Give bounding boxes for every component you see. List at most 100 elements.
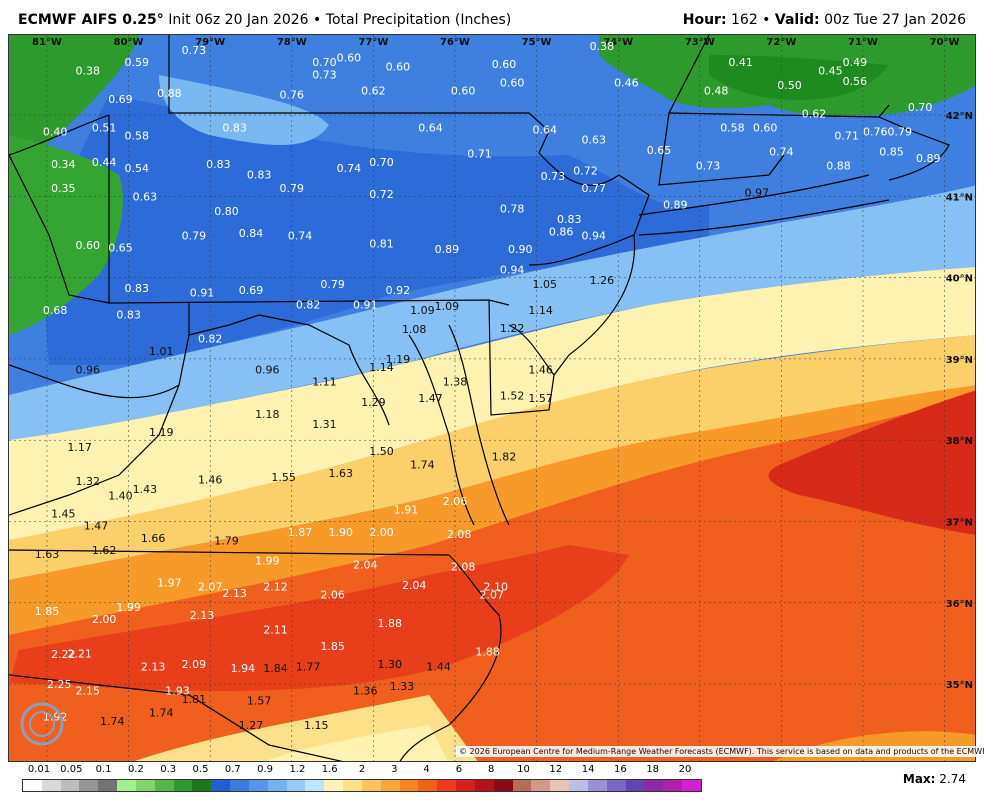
legend-swatch — [154, 780, 174, 791]
longitude-label: 73°W — [685, 37, 715, 48]
legend-swatch — [324, 780, 344, 791]
precip-value: 1.79 — [214, 534, 239, 547]
precip-value: 0.79 — [320, 278, 345, 291]
legend-label: 18 — [646, 764, 660, 775]
precip-value: 0.64 — [533, 124, 558, 137]
precip-value: 1.57 — [528, 392, 553, 405]
precip-value: 1.97 — [157, 577, 182, 590]
precip-value: 0.82 — [198, 333, 223, 346]
precip-value: 1.74 — [100, 715, 125, 728]
precip-value: 0.56 — [843, 75, 868, 88]
maryland-wv-boundary — [188, 303, 390, 426]
precip-value: 0.79 — [887, 125, 912, 138]
precip-value: 1.77 — [296, 660, 321, 673]
precip-value: 2.13 — [190, 609, 215, 622]
precip-value: 0.45 — [818, 64, 843, 77]
precip-value: 1.94 — [231, 662, 256, 675]
precip-value: 0.70 — [908, 101, 933, 114]
precip-value: 0.77 — [581, 182, 606, 195]
precip-value: 0.62 — [802, 107, 827, 120]
legend-swatch — [305, 780, 325, 791]
ny-pa-boundary — [168, 35, 650, 236]
precip-band-light-blue — [9, 185, 975, 440]
precip-value: 1.47 — [84, 520, 109, 533]
longitude-label: 72°W — [766, 37, 796, 48]
precip-value: 0.86 — [549, 225, 574, 238]
map-canvas: 81°W 80°W 79°W 78°W 77°W 76°W 75°W 74°W 73°W 72°W… — [9, 35, 975, 761]
legend-swatch — [474, 780, 494, 791]
precip-value: 0.65 — [647, 144, 672, 157]
precip-value: 0.73 — [541, 170, 566, 183]
legend-label: 1.6 — [321, 764, 338, 775]
precip-value: 0.63 — [133, 190, 158, 203]
precip-value: 0.81 — [369, 238, 394, 251]
legend-label: 16 — [614, 764, 627, 775]
forecast-time: Hour: 162 • Valid: 00z Tue 27 Jan 2026 — [683, 12, 966, 28]
precip-value: 0.94 — [500, 264, 525, 277]
va-nc-boundary — [9, 549, 450, 556]
precip-value: 2.15 — [76, 685, 101, 698]
precip-value: 1.87 — [288, 526, 313, 539]
hour-label: Hour: — [682, 12, 727, 28]
precip-value: 1.66 — [141, 532, 166, 545]
map-header: ECMWF AIFS 0.25° Init 06z 20 Jan 2026 • … — [0, 0, 984, 34]
legend-swatch — [267, 780, 287, 791]
legend-labels: 0.01 0.05 0.1 0.2 0.3 0.5 0.7 0.9 1.2 1.6 2 3 4 6 8 10 1… — [22, 764, 702, 778]
precip-value: 1.32 — [76, 475, 101, 488]
legend-color-bar — [22, 779, 702, 792]
precip-value: 0.50 — [777, 79, 802, 92]
legend-swatch — [456, 780, 475, 791]
precip-value: 0.72 — [369, 188, 394, 201]
legend-swatch — [79, 780, 99, 791]
new-jersey-outline — [528, 234, 636, 376]
precip-value: 0.94 — [581, 229, 606, 242]
legend-swatch — [230, 780, 249, 791]
precip-value: 2.25 — [47, 678, 72, 691]
legend-swatch — [41, 780, 61, 791]
legend-label: 0.3 — [160, 764, 177, 775]
precip-value: 0.74 — [769, 146, 794, 159]
wv-north — [9, 334, 190, 399]
precip-value: 0.46 — [614, 77, 639, 90]
precip-band-green-nw — [9, 35, 139, 165]
precip-value: 1.46 — [528, 364, 553, 377]
precip-value: 2.07 — [198, 581, 223, 594]
precip-value: 0.68 — [43, 304, 68, 317]
product-name: Total Precipitation (Inches) — [325, 12, 512, 28]
precip-value: 1.88 — [377, 617, 402, 630]
legend-label: 3 — [391, 764, 398, 775]
precip-band-dark-red — [768, 390, 975, 535]
precip-value: 1.08 — [402, 323, 427, 336]
precip-value: 0.83 — [125, 282, 150, 295]
precip-value: 1.63 — [35, 548, 60, 561]
precip-value: 2.06 — [443, 495, 468, 508]
precip-value: 1.46 — [198, 473, 223, 486]
precip-value: 1.38 — [443, 376, 468, 389]
precip-value: 1.17 — [67, 441, 92, 454]
max-value: Max: 2.74 — [903, 772, 966, 786]
pa-south-boundary — [108, 115, 510, 306]
precip-value: 0.62 — [361, 85, 386, 98]
legend-swatch — [173, 780, 193, 791]
precip-value: 0.35 — [51, 182, 76, 195]
precip-value: 2.10 — [484, 581, 509, 594]
legend-swatch — [681, 780, 701, 791]
max-number: 2.74 — [935, 772, 966, 786]
precip-value: 0.60 — [386, 60, 411, 73]
precip-value: 0.60 — [451, 85, 476, 98]
ohio-pa-boundary — [9, 154, 110, 304]
legend-label: 14 — [581, 764, 595, 775]
legend-swatch — [644, 780, 664, 791]
legend-swatch — [117, 780, 136, 791]
longitude-label: 76°W — [440, 37, 470, 48]
legend-label: 8 — [488, 764, 495, 775]
precip-value: 1.57 — [247, 694, 272, 707]
precip-value: 2.04 — [353, 559, 378, 572]
precip-value: 1.93 — [165, 685, 190, 698]
precip-value: 0.64 — [418, 121, 443, 134]
valid-label: Valid: — [774, 12, 820, 28]
precip-value: 0.84 — [239, 227, 264, 240]
precip-value: 1.52 — [500, 390, 525, 403]
precip-value: 0.85 — [879, 146, 904, 159]
legend-label: 2 — [358, 764, 366, 775]
